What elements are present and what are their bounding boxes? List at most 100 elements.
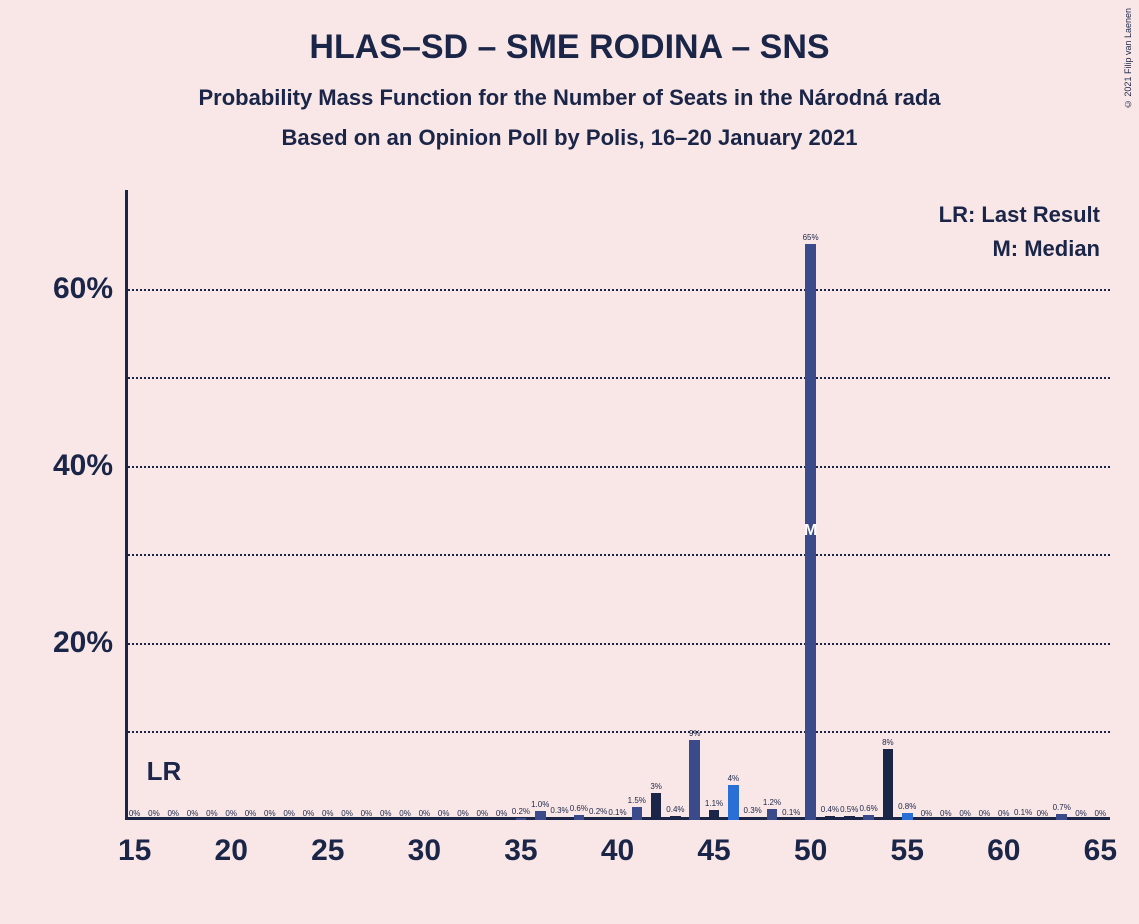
chart-title: HLAS–SD – SME RODINA – SNS <box>0 0 1139 67</box>
bar: 0.1% <box>786 819 797 820</box>
bar-value-label: 0% <box>959 809 971 820</box>
y-axis-label: 60% <box>53 272 125 306</box>
bar-value-label: 0% <box>303 809 315 820</box>
bar-value-label: 0% <box>283 809 295 820</box>
bar-value-label: 0% <box>921 809 933 820</box>
y-axis <box>125 190 128 820</box>
bar-value-label: 0.1% <box>608 808 626 819</box>
gridline <box>125 466 1110 468</box>
x-axis-label: 55 <box>891 820 924 868</box>
bar-value-label: 0% <box>399 809 411 820</box>
gridline <box>125 554 1110 556</box>
bar: 0.8% <box>902 813 913 820</box>
bar-value-label: 0% <box>187 809 199 820</box>
x-axis-label: 35 <box>504 820 537 868</box>
bar-value-label: 0% <box>167 809 179 820</box>
x-axis-label: 45 <box>697 820 730 868</box>
bar-value-label: 0.3% <box>744 806 762 817</box>
gridline <box>125 377 1110 379</box>
bar: 0.4% <box>825 816 836 820</box>
bar-value-label: 0.6% <box>570 804 588 815</box>
bar-value-label: 0% <box>419 809 431 820</box>
bar-value-label: 0.2% <box>589 807 607 818</box>
bar: 9% <box>689 740 700 820</box>
copyright-text: © 2021 Filip van Laenen <box>1123 8 1133 109</box>
gridline <box>125 289 1110 291</box>
bar-value-label: 0% <box>979 809 991 820</box>
bar-value-label: 0.4% <box>821 805 839 816</box>
chart-plot-area: 20%40%60%15202530354045505560650%0%0%0%0… <box>125 200 1110 820</box>
bar-value-label: 0% <box>438 809 450 820</box>
x-axis-label: 25 <box>311 820 344 868</box>
bar-value-label: 0.8% <box>898 802 916 813</box>
bar-value-label: 0% <box>1075 809 1087 820</box>
bar-value-label: 3% <box>650 782 662 793</box>
bar-value-label: 0% <box>264 809 276 820</box>
bar-value-label: 0% <box>380 809 392 820</box>
x-axis-label: 50 <box>794 820 827 868</box>
bar-value-label: 0.2% <box>512 807 530 818</box>
bar-value-label: 0.6% <box>859 804 877 815</box>
bar: 1.5% <box>632 807 643 820</box>
legend-lr: LR: Last Result <box>939 202 1100 228</box>
bar-value-label: 0.1% <box>1014 808 1032 819</box>
x-axis-label: 20 <box>215 820 248 868</box>
lr-label: LR <box>147 756 182 787</box>
bar: 1.2% <box>767 809 778 820</box>
bar: 65% <box>805 244 816 820</box>
chart-subtitle-1: Probability Mass Function for the Number… <box>0 85 1139 111</box>
x-axis-label: 40 <box>601 820 634 868</box>
bar-value-label: 0% <box>341 809 353 820</box>
bar-value-label: 0% <box>496 809 508 820</box>
bar: 0.1% <box>1018 819 1029 820</box>
bar: 0.7% <box>1056 814 1067 820</box>
bar-value-label: 0% <box>206 809 218 820</box>
bar-value-label: 0% <box>361 809 373 820</box>
bar-value-label: 4% <box>728 774 740 785</box>
bar: 0.1% <box>612 819 623 820</box>
legend-median: M: Median <box>939 236 1100 262</box>
bar-value-label: 1.1% <box>705 799 723 810</box>
bar-value-label: 0.4% <box>666 805 684 816</box>
bar: 0.3% <box>554 817 565 820</box>
bar-value-label: 0.3% <box>550 806 568 817</box>
legend: LR: Last Result M: Median <box>939 202 1100 262</box>
bar: 0.4% <box>670 816 681 820</box>
y-axis-label: 40% <box>53 449 125 483</box>
bar-value-label: 65% <box>803 233 819 244</box>
bar: 1.1% <box>709 810 720 820</box>
x-axis-label: 65 <box>1084 820 1117 868</box>
gridline <box>125 643 1110 645</box>
bar-value-label: 0% <box>477 809 489 820</box>
bar-value-label: 1.5% <box>628 796 646 807</box>
bar: 8% <box>883 749 894 820</box>
bar-value-label: 0% <box>457 809 469 820</box>
bar: 0.5% <box>844 816 855 820</box>
bar-value-label: 0% <box>1095 809 1107 820</box>
bar-value-label: 9% <box>689 729 701 740</box>
bar-value-label: 0.1% <box>782 808 800 819</box>
bar: 0.6% <box>574 815 585 820</box>
chart-subtitle-2: Based on an Opinion Poll by Polis, 16–20… <box>0 125 1139 151</box>
x-axis-label: 15 <box>118 820 151 868</box>
bar: 0.3% <box>747 817 758 820</box>
bar-value-label: 0% <box>1037 809 1049 820</box>
bar-value-label: 1.0% <box>531 800 549 811</box>
x-axis-label: 30 <box>408 820 441 868</box>
bar-value-label: 8% <box>882 738 894 749</box>
bar-value-label: 0% <box>148 809 160 820</box>
bar-value-label: 0.7% <box>1053 803 1071 814</box>
bar: 0.2% <box>516 818 527 820</box>
bar-value-label: 0% <box>225 809 237 820</box>
bar-value-label: 0% <box>940 809 952 820</box>
bar-value-label: 0% <box>998 809 1010 820</box>
gridline <box>125 731 1110 733</box>
bar: 4% <box>728 785 739 820</box>
bar-value-label: 0% <box>245 809 257 820</box>
bar-value-label: 1.2% <box>763 798 781 809</box>
bar: 1.0% <box>535 811 546 820</box>
bar-value-label: 0% <box>322 809 334 820</box>
bar-value-label: 0.5% <box>840 805 858 816</box>
bar: 0.2% <box>593 818 604 820</box>
bar: 3% <box>651 793 662 820</box>
